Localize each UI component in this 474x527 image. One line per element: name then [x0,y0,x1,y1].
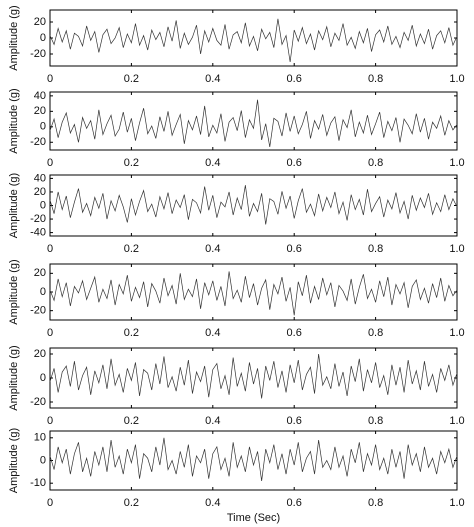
plot-frame [49,174,458,237]
x-tick-label: 0.4 [205,497,220,509]
x-tick-label: 0.8 [368,243,383,255]
y-tick-label: 0 [40,32,46,44]
x-tick-label: 0.4 [205,415,220,427]
y-tick-label: 20 [34,105,46,117]
y-tick-label: 40 [34,172,46,184]
x-tick-label: 0.4 [205,243,220,255]
y-axis-label: Amplitude (g) [8,428,20,493]
plot-frame [49,263,458,321]
y-tick-label: -20 [30,136,46,148]
x-tick-label: 0.6 [287,73,302,85]
x-tick-label: 0.6 [287,157,302,169]
x-tick-label: 0 [47,415,53,427]
x-tick-label: 0.2 [124,73,139,85]
x-tick-label: 0 [47,73,53,85]
signal-line [49,437,458,481]
x-tick-label: 0.8 [368,497,383,509]
y-tick-label: 0 [40,454,46,466]
x-tick-label: 0.4 [205,73,220,85]
y-tick-label: 0 [40,372,46,384]
plot-frame [49,430,458,491]
x-tick-label: 1.0 [449,73,464,85]
x-tick-label: 0 [47,243,53,255]
x-tick-label: 0 [47,497,53,509]
x-tick-label: 0.8 [368,73,383,85]
x-tick-label: 1.0 [449,415,464,427]
x-tick-label: 0.2 [124,243,139,255]
y-axis-label: Amplitude (g) [8,173,20,238]
y-tick-label: 10 [34,432,46,444]
x-tick-label: 0.2 [124,327,139,339]
x-tick-label: 1.0 [449,327,464,339]
x-tick-label: 0.4 [205,157,220,169]
x-tick-label: 0.2 [124,415,139,427]
y-axis-label: Amplitude (g) [8,5,20,70]
y-tick-label: -40 [30,227,46,239]
y-tick-label: 20 [34,16,46,28]
y-tick-label: 0 [40,286,46,298]
y-tick-label: 0 [40,121,46,133]
x-tick-label: 0.4 [205,327,220,339]
x-tick-label: 0 [47,157,53,169]
y-tick-label: -20 [30,48,46,60]
x-tick-label: 0.2 [124,497,139,509]
signal-line [49,353,458,399]
y-axis-label: Amplitude (g) [8,345,20,410]
x-tick-label: 1.0 [449,243,464,255]
x-tick-label: 0.6 [287,497,302,509]
y-tick-label: -20 [30,396,46,408]
plot-frame [49,347,458,409]
signal-line [49,271,458,316]
x-tick-label: 0.6 [287,327,302,339]
x-tick-label: 0.2 [124,157,139,169]
plot-frame [49,91,458,151]
y-tick-label: 20 [34,186,46,198]
y-tick-label: 40 [34,90,46,102]
x-tick-label: 0.8 [368,157,383,169]
y-axis-label: Amplitude (g) [8,88,20,153]
x-tick-label: 0.8 [368,327,383,339]
y-tick-label: -20 [30,213,46,225]
x-axis-label: Time (Sec) [227,512,280,524]
plot-frame [49,9,458,67]
y-axis-label: Amplitude (g) [8,259,20,324]
x-tick-label: 1.0 [449,497,464,509]
y-tick-label: -20 [30,305,46,317]
signal-line [49,185,458,225]
x-tick-label: 1.0 [449,157,464,169]
y-tick-label: 0 [40,199,46,211]
y-tick-label: 20 [34,348,46,360]
signal-line [49,18,458,63]
x-tick-label: 0.6 [287,415,302,427]
y-tick-label: -10 [30,477,46,489]
x-tick-label: 0.8 [368,415,383,427]
y-tick-label: 20 [34,267,46,279]
signal-line [49,99,458,147]
x-tick-label: 0.6 [287,243,302,255]
x-tick-label: 0 [47,327,53,339]
